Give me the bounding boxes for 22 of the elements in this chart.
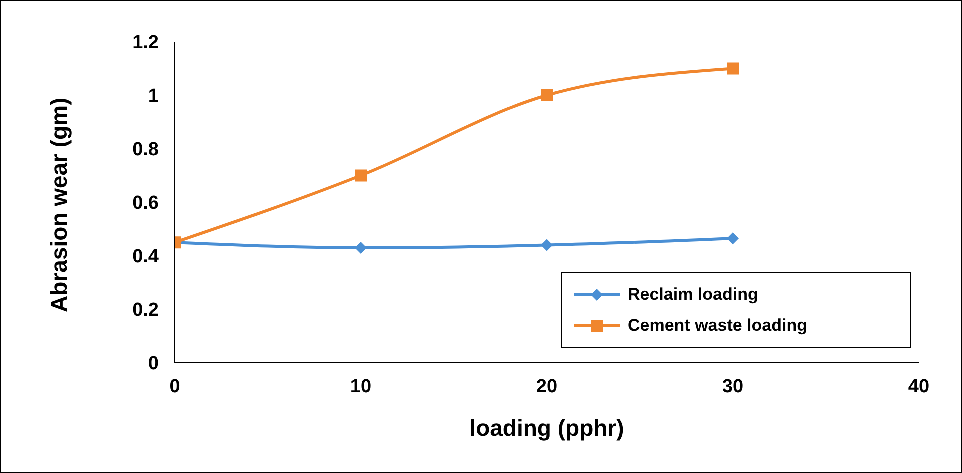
x-tick-label: 0 [170, 376, 180, 398]
y-tick-label: 1 [148, 86, 160, 108]
point [541, 90, 553, 102]
point [355, 242, 367, 254]
y-tick-label: 0.6 [132, 193, 159, 214]
point [355, 170, 367, 182]
x-tick-label: 20 [536, 376, 558, 398]
point [541, 239, 553, 252]
y-axis-title: Abrasion wear (gm) [46, 98, 72, 312]
x-tick-label: 10 [350, 376, 372, 398]
y-tick-label: 0.2 [132, 300, 159, 322]
legend-label: Reclaim loading [628, 284, 758, 306]
y-tick-label: 0.8 [132, 140, 159, 161]
y-tick-label: 1.2 [132, 32, 159, 54]
point [727, 62, 739, 75]
legend-label: Cement waste loading [628, 315, 808, 337]
y-tick-label: 0.4 [132, 246, 160, 268]
x-axis-title: loading (pphr) [470, 415, 624, 441]
x-tick-label: 40 [908, 376, 930, 398]
y-tick-label: 0 [148, 354, 159, 375]
x-tick-label: 30 [722, 376, 744, 398]
point [727, 232, 739, 245]
